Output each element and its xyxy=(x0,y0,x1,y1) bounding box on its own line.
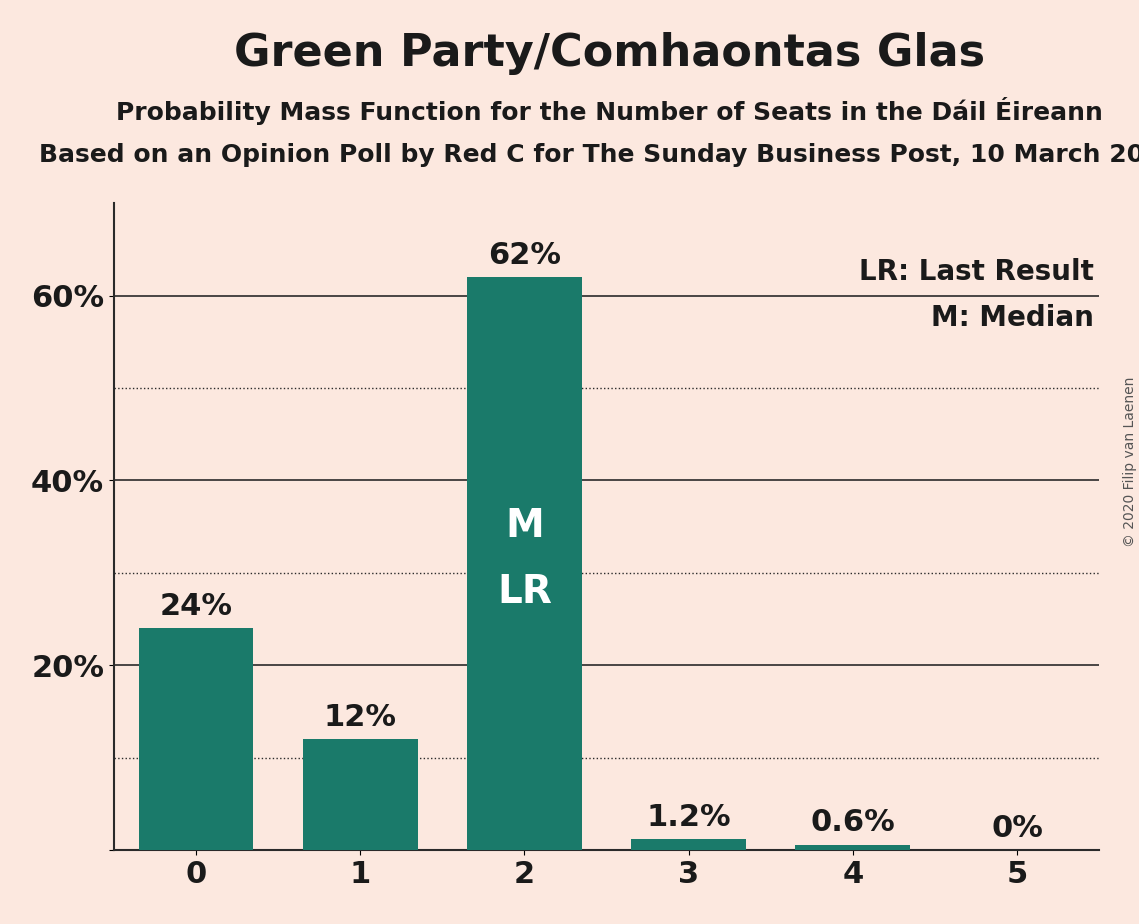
Text: 1.2%: 1.2% xyxy=(646,803,731,832)
Text: 0.6%: 0.6% xyxy=(811,808,895,837)
Bar xyxy=(467,277,582,850)
Bar xyxy=(139,628,254,850)
Text: LR: Last Result: LR: Last Result xyxy=(859,258,1095,286)
Text: © 2020 Filip van Laenen: © 2020 Filip van Laenen xyxy=(1123,377,1137,547)
Bar xyxy=(795,845,910,850)
Bar xyxy=(631,839,746,850)
Text: 24%: 24% xyxy=(159,592,232,621)
Text: Green Party/Comhaontas Glas: Green Party/Comhaontas Glas xyxy=(233,32,985,76)
Text: M: M xyxy=(505,507,543,545)
Text: 12%: 12% xyxy=(323,703,396,732)
Bar xyxy=(303,739,418,850)
Text: 0%: 0% xyxy=(991,814,1043,843)
Text: Probability Mass Function for the Number of Seats in the Dáil Éireann: Probability Mass Function for the Number… xyxy=(116,97,1103,125)
Text: Based on an Opinion Poll by Red C for The Sunday Business Post, 10 March 2016: Based on an Opinion Poll by Red C for Th… xyxy=(40,143,1139,167)
Text: 62%: 62% xyxy=(487,241,560,270)
Text: LR: LR xyxy=(497,573,552,611)
Text: M: Median: M: Median xyxy=(932,303,1095,332)
